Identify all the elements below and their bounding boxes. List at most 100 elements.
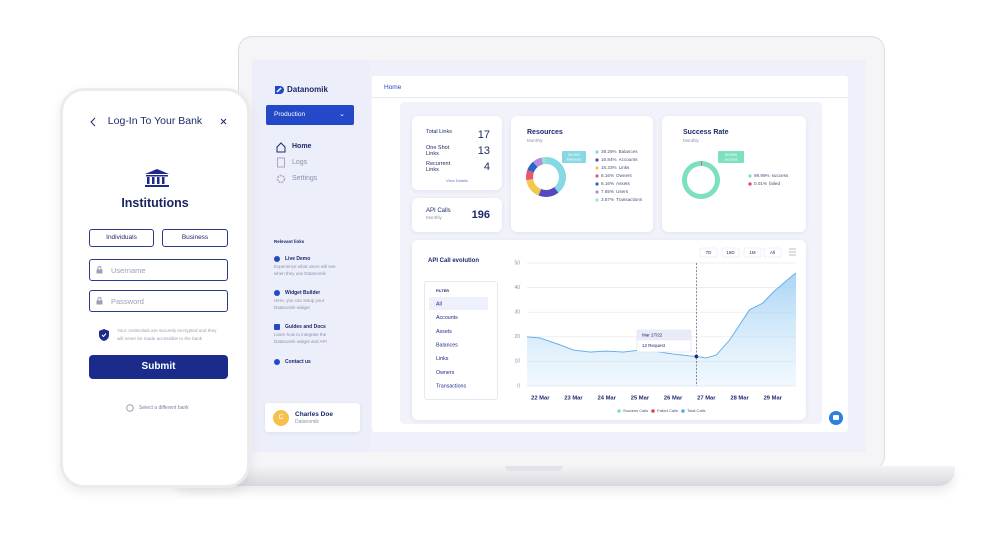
- tab-button[interactable]: Business: [162, 229, 228, 247]
- links-card: Total Links 17 One Shot Links 13 Recurre…: [412, 116, 502, 190]
- filter-option[interactable]: All: [436, 301, 442, 307]
- range-label[interactable]: 1M: [749, 250, 756, 255]
- x-tick-label: 24 Mar: [598, 396, 617, 402]
- change-bank-link[interactable]: Select a different bank: [139, 405, 189, 411]
- pie-slice: [538, 187, 559, 197]
- environment-select[interactable]: Production ⌄: [266, 105, 354, 125]
- legend-label: 8.16% Assets: [601, 181, 631, 186]
- filter-option[interactable]: Assets: [436, 329, 452, 335]
- tooltip: [718, 151, 744, 163]
- nav-item[interactable]: Home: [292, 143, 312, 150]
- shield-icon: [99, 329, 109, 341]
- view-details[interactable]: View Details: [446, 178, 468, 183]
- divider: [372, 97, 848, 98]
- pie-slice: [525, 170, 534, 181]
- username-input[interactable]: Username: [89, 259, 228, 281]
- range-button[interactable]: [721, 247, 740, 258]
- link-title[interactable]: Guides and Docs: [285, 324, 326, 330]
- nav-item[interactable]: Settings: [292, 175, 318, 182]
- password-input[interactable]: Password: [89, 290, 228, 312]
- y-tick-label: 20: [514, 334, 520, 340]
- legend-value: 16.33%: [601, 165, 617, 170]
- pie-slice: [546, 157, 566, 193]
- breadcrumb[interactable]: Home: [384, 84, 402, 91]
- range-label[interactable]: 15D: [726, 250, 735, 255]
- submit-button[interactable]: Submit: [89, 355, 228, 379]
- chat-button[interactable]: [829, 411, 843, 425]
- pie-slice: [541, 157, 546, 165]
- y-tick-label: 50: [514, 260, 520, 266]
- x-tick-label: 22 Mar: [531, 396, 550, 402]
- filter-option[interactable]: Balances: [436, 343, 458, 349]
- link-title[interactable]: Widget Builder: [285, 290, 321, 296]
- tooltip-value: 99.99%: [725, 153, 738, 157]
- header-icons: [90, 117, 227, 127]
- filter-option[interactable]: Owners: [436, 370, 455, 376]
- card-subtitle: Monthly: [527, 138, 543, 143]
- legend-label: 39.29% Balances: [601, 149, 638, 154]
- legend-swatch: [681, 409, 685, 413]
- links-title: Relevant links: [274, 239, 305, 244]
- tooltip: [562, 151, 586, 163]
- input-placeholder: Username: [111, 266, 146, 275]
- tooltip-category: Balances: [567, 157, 582, 161]
- legend-value: 3.57%: [601, 197, 614, 202]
- link-icon: [274, 290, 280, 296]
- legend-label: Total Calls: [687, 408, 705, 413]
- legend-swatch: [595, 166, 599, 170]
- legend-label: 16.33% Links: [601, 165, 630, 170]
- legend-label: 99.99% success: [754, 173, 789, 178]
- legend-swatch: [595, 158, 599, 162]
- filter-option[interactable]: Links: [436, 356, 449, 362]
- area: [527, 272, 796, 386]
- x-tick-label: 26 Mar: [664, 396, 683, 402]
- legend-swatch: [748, 174, 752, 178]
- api-card: API Calls Monthly 196: [412, 198, 502, 232]
- link-icon: [274, 359, 280, 365]
- legend-value: 7.65%: [601, 189, 614, 194]
- tooltip-label: 12 Request: [642, 343, 666, 348]
- input-placeholder: Password: [111, 297, 144, 306]
- nav-item[interactable]: Logs: [292, 159, 308, 166]
- phone-heading: Institutions: [121, 196, 189, 210]
- legend-value: 8.16%: [601, 181, 614, 186]
- range-button[interactable]: [699, 247, 718, 258]
- legend-category: success: [772, 173, 789, 178]
- legend-swatch: [595, 174, 599, 178]
- legend-label: 3.57% Transactions: [601, 197, 643, 202]
- pie-slice: [681, 161, 720, 199]
- link-title[interactable]: Live Demo: [285, 256, 311, 262]
- filter-option[interactable]: Accounts: [436, 315, 458, 321]
- range-label[interactable]: 7D: [706, 250, 713, 255]
- y-tick-label: 0: [517, 383, 520, 389]
- x-tick-label: 29 Mar: [764, 396, 783, 402]
- range-label[interactable]: All: [770, 250, 775, 255]
- pie-slice: [700, 161, 702, 167]
- legend-swatch: [595, 150, 599, 154]
- legend-swatch: [748, 182, 752, 186]
- legend-value: 0.01%: [754, 181, 767, 186]
- link-title[interactable]: Contact us: [285, 359, 311, 365]
- legend-label: Success Calls: [623, 408, 648, 413]
- laptop-base: [172, 466, 955, 486]
- legend-label: Failed Calls: [657, 408, 678, 413]
- legend-category: Accounts: [619, 157, 639, 162]
- y-tick-label: 30: [514, 310, 520, 316]
- legend-category: Assets: [616, 181, 630, 186]
- legend-category: Balances: [619, 149, 639, 154]
- line: [526, 272, 797, 359]
- range-button[interactable]: [743, 247, 762, 258]
- legend-swatch: [595, 198, 599, 202]
- tooltip-value: 39.29%: [568, 153, 581, 157]
- legend-swatch: [595, 190, 599, 194]
- user-card[interactable]: C Charles Doe Datanomik: [265, 403, 360, 432]
- filter-option[interactable]: Transactions: [436, 384, 466, 390]
- legend-category: Transactions: [616, 197, 643, 202]
- y-tick-label: 10: [514, 359, 520, 365]
- x-tick-label: 27 Mar: [697, 396, 716, 402]
- stat-label: One Shot Links: [426, 145, 450, 157]
- range-button[interactable]: [763, 247, 782, 258]
- tab-button[interactable]: Individuals: [89, 229, 154, 247]
- filter-title: FILTER: [436, 289, 449, 293]
